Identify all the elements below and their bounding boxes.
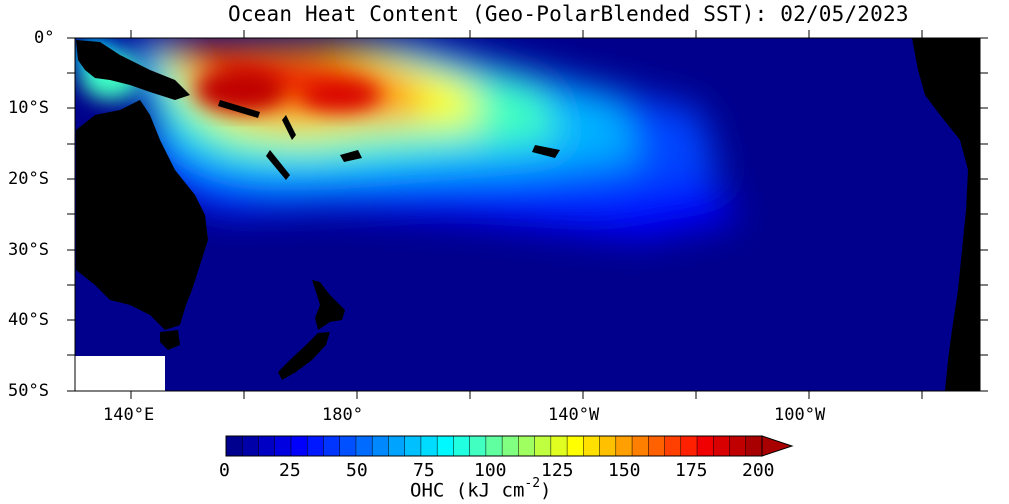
colorbar-cell [518, 435, 536, 457]
nodata-box [75, 356, 165, 391]
lat-label: 10°S [8, 98, 49, 118]
colorbar-tick: 50 [346, 460, 368, 481]
colorbar-cell [388, 435, 406, 457]
colorbar [225, 435, 794, 457]
lat-label: 0° [34, 28, 55, 48]
colorbar-label: OHC (kJ cm-2) [410, 476, 552, 502]
lat-label: 50°S [8, 381, 49, 401]
colorbar-cell [631, 435, 650, 457]
colorbar-tick: 150 [608, 460, 641, 481]
lat-label: 30°S [8, 240, 49, 260]
colorbar-tick: 75 [413, 460, 435, 481]
colorbar-cell [501, 435, 520, 457]
land [76, 38, 980, 391]
lon-label: 140°W [548, 405, 600, 425]
colorbar-cell [258, 435, 276, 457]
colorbar-extend-arrow [761, 435, 794, 457]
colorbar-cell [436, 435, 455, 457]
lon-label: 100°W [774, 405, 826, 425]
colorbar-cell [566, 435, 585, 457]
heat-field [75, 38, 980, 391]
colorbar-cell [599, 435, 617, 457]
colorbar-cell [729, 435, 747, 457]
colorbar-cell [290, 435, 308, 457]
colorbar-cell [323, 435, 341, 457]
colorbar-cell [469, 435, 487, 457]
colorbar-tick: 100 [474, 460, 507, 481]
lat-label: 40°S [8, 310, 49, 330]
colorbar-label-main: OHC (kJ cm [410, 479, 525, 502]
colorbar-cell [664, 435, 682, 457]
colorbar-cell [241, 435, 260, 457]
colorbar-cell [615, 435, 633, 457]
colorbar-cell [534, 435, 552, 457]
colorbar-cell [648, 435, 666, 457]
colorbar-tick: 125 [541, 460, 574, 481]
colorbar-cell [371, 435, 390, 457]
colorbar-cell [339, 435, 357, 457]
lon-label: 180° [322, 405, 363, 425]
colorbar-label-exp: -2 [524, 476, 541, 491]
colorbar-tick: 175 [675, 460, 708, 481]
map-title: Ocean Heat Content (Geo-PolarBlended SST… [228, 2, 909, 26]
colorbar-cell [696, 435, 715, 457]
lat-ticks [67, 37, 988, 392]
colorbar-cell [485, 435, 503, 457]
ohc-map: 0° 10°S 20°S 30°S 40°S 50°S 140°E 180° 1… [8, 28, 988, 425]
colorbar-cell [680, 435, 698, 457]
colorbar-cell [306, 435, 325, 457]
colorbar-cell [550, 435, 568, 457]
lat-label: 20°S [8, 169, 49, 189]
colorbar-tick: 25 [279, 460, 301, 481]
colorbar-cells [225, 435, 763, 457]
colorbar-tick: 0 [219, 460, 230, 481]
lon-ticks [130, 30, 923, 399]
colorbar-cell [453, 435, 471, 457]
colorbar-cell [420, 435, 438, 457]
colorbar-cell [713, 435, 731, 457]
lon-label: 140°E [103, 405, 155, 425]
colorbar-cell [355, 435, 373, 457]
colorbar-label-close: ) [540, 479, 552, 502]
colorbar-frame [225, 435, 763, 457]
colorbar-cell [225, 435, 243, 457]
colorbar-tick: 200 [742, 460, 775, 481]
colorbar-cell [404, 435, 422, 457]
colorbar-cell [745, 435, 763, 457]
colorbar-cell [583, 435, 601, 457]
map-canvas [67, 30, 988, 399]
colorbar-cell [274, 435, 292, 457]
